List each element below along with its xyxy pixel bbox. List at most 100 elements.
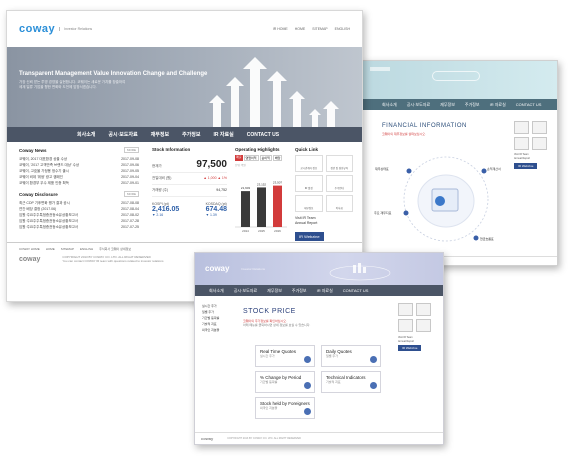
nav-item[interactable]: 회사소개 bbox=[77, 132, 96, 138]
card-subtitle: 기술적 지표 bbox=[326, 380, 341, 384]
nav-item[interactable]: 공시·보도자료 bbox=[108, 132, 138, 138]
annual-report-label[interactable]: Annual Report bbox=[514, 157, 530, 160]
disclosure-row[interactable]: 임원·주요주주특정증권등소유상황보고서 2017-07-25 bbox=[19, 224, 139, 230]
disclosure-row[interactable]: 임원·주요주주특정증권등소유상황보고서 2017-08-02 bbox=[19, 212, 139, 218]
op-tab[interactable]: 매출 bbox=[235, 155, 243, 161]
side-menu-item[interactable]: 기간별 등락률 bbox=[202, 316, 220, 320]
nav-item[interactable]: CONTACT US bbox=[246, 131, 280, 138]
nav-item[interactable]: IR 자료실 bbox=[213, 132, 234, 138]
visit-ir-label[interactable]: Visit IR Team bbox=[514, 153, 529, 156]
quick-link-item[interactable]: 주주안내 bbox=[325, 175, 353, 192]
side-menu-item[interactable]: 실시간 주가 bbox=[202, 304, 217, 308]
go-arrow-icon bbox=[370, 382, 377, 389]
card-title: Daily Quotes bbox=[326, 349, 352, 354]
disclosure-row[interactable]: 연간 배당 결정 (2017.06) 2017-08-04 bbox=[19, 206, 139, 212]
quick-link-item[interactable]: 공시관계자 정보 bbox=[295, 155, 323, 172]
page-description: 코웨이의 주가정보를 확인하십시오. bbox=[243, 319, 287, 323]
hero-banner: Transparent Management Value Innovation … bbox=[7, 47, 362, 127]
op-bar bbox=[257, 187, 266, 227]
quick-box[interactable] bbox=[514, 137, 529, 150]
news-row[interactable]: 코웨이, 고효율 가정용 정수기 출시 2017-09-05 bbox=[19, 168, 139, 174]
nav-item[interactable]: 재무정보 bbox=[440, 101, 455, 107]
hub-item[interactable]: 손익계산서 bbox=[487, 167, 501, 171]
nav-item[interactable]: 회사소개 bbox=[382, 101, 397, 107]
footer-link[interactable]: 주식회사 코웨이 상세정보 bbox=[99, 247, 132, 251]
webzine-button[interactable]: IR Webzine bbox=[398, 345, 422, 351]
news-row[interactable]: 코웨이, '2017 고객만족 브랜드 대상' 수상 2017-09-06 bbox=[19, 162, 139, 168]
annual-report-label[interactable]: Annual Report bbox=[295, 221, 318, 225]
footer-link[interactable]: HOME bbox=[45, 247, 55, 251]
quick-box[interactable] bbox=[398, 319, 413, 332]
more-button[interactable]: MORE bbox=[124, 147, 139, 153]
hub-item[interactable]: 주요 재무지표 bbox=[374, 211, 392, 215]
news-row[interactable]: 코웨이 환경부 우수 제품 인증 획득 2017-09-01 bbox=[19, 180, 139, 186]
footer-copyright: COPYRIGHT 2013 BY COWAY CO. LTD. ALL RIG… bbox=[227, 437, 301, 440]
stock-card[interactable]: % Change by Period 기간별 등락률 bbox=[255, 371, 315, 393]
disclosure-row[interactable]: 임원·주요주주특정증권등소유상황보고서 2017-07-28 bbox=[19, 218, 139, 224]
nav-item[interactable]: 공시·보도자료 bbox=[233, 287, 258, 293]
news-date: 2017-09-04 bbox=[121, 175, 139, 179]
side-menu-item[interactable]: 기술적 지표 bbox=[202, 322, 217, 326]
quick-link-item[interactable]: 이사회 bbox=[325, 195, 353, 212]
stock-card[interactable]: Real Time Quotes 실시간 주가 bbox=[255, 345, 315, 367]
coway-logo[interactable]: coway bbox=[205, 264, 230, 273]
quick-link-item[interactable]: 재무정보 bbox=[295, 195, 323, 212]
footer-link[interactable]: ENGLISH bbox=[79, 247, 94, 251]
webzine-button[interactable]: IR Webzine bbox=[295, 232, 324, 241]
nav-item[interactable]: 공시·보도자료 bbox=[406, 101, 431, 107]
stock-card[interactable]: Stock held by Foreigners 외국인 지분율 bbox=[255, 397, 315, 419]
top-link[interactable]: SITEMAP bbox=[312, 27, 328, 31]
coway-logo[interactable]: coway bbox=[19, 23, 56, 35]
footer-link[interactable]: SITEMAP bbox=[60, 247, 74, 251]
annual-report-label[interactable]: Annual Report bbox=[398, 340, 414, 343]
footer-link[interactable]: COWAY HOME bbox=[19, 247, 40, 251]
news-row[interactable]: 코웨이 비데 '위생' 광고 캠페인 2017-09-04 bbox=[19, 174, 139, 180]
nav-item[interactable]: 재무정보 bbox=[150, 132, 170, 138]
webzine-button[interactable]: IR Webzine bbox=[514, 163, 538, 169]
hub-node-dot bbox=[406, 168, 412, 174]
nav-item[interactable]: 주가정보 bbox=[182, 132, 201, 138]
hub-item[interactable]: 재무상태표 bbox=[375, 167, 389, 171]
more-button[interactable]: MORE bbox=[124, 191, 139, 197]
op-bar bbox=[273, 185, 282, 227]
side-menu-item[interactable]: 외국인 지분율 bbox=[202, 328, 220, 332]
nav-item[interactable]: IR 자료실 bbox=[489, 101, 506, 107]
quick-box[interactable] bbox=[398, 303, 413, 316]
op-tab[interactable]: 순이익 bbox=[259, 155, 272, 161]
side-menu-item[interactable]: 일별 주가 bbox=[202, 310, 214, 314]
disclosure-row[interactable]: 최근 CDP 기후변화 평가 결과 공시 2017-08-08 bbox=[19, 200, 139, 206]
visit-ir-label[interactable]: Visit IR Team bbox=[398, 336, 413, 339]
nav-item[interactable]: CONTACT US bbox=[342, 288, 369, 293]
quick-box[interactable] bbox=[532, 121, 547, 134]
hub-node-dot bbox=[481, 168, 487, 174]
logo-subtitle: Investor Relations bbox=[241, 267, 266, 271]
quick-link-item[interactable]: IR 일정 bbox=[295, 175, 323, 192]
stock-card[interactable]: Daily Quotes 일별 주가 bbox=[321, 345, 381, 367]
quick-box[interactable] bbox=[532, 137, 547, 150]
news-date: 2017-09-08 bbox=[121, 157, 139, 161]
news-row[interactable]: 코웨이, 2017 대표환경 상을 수상 2017-09-08 bbox=[19, 156, 139, 162]
nav-item[interactable]: 주가정보 bbox=[291, 287, 307, 293]
top-link[interactable]: ENGLISH bbox=[334, 27, 350, 31]
top-link[interactable]: HOME bbox=[294, 27, 306, 31]
hub-item[interactable]: 현금흐름표 bbox=[480, 237, 494, 241]
quick-link-item[interactable]: 정관 및 경영규칙 bbox=[325, 155, 353, 172]
nav-item[interactable]: 주가정보 bbox=[464, 101, 480, 107]
arrow-shape bbox=[323, 101, 339, 127]
stock-card[interactable]: Technical Indicators 기술적 지표 bbox=[321, 371, 381, 393]
quick-box[interactable] bbox=[416, 303, 431, 316]
header-banner bbox=[362, 61, 557, 99]
quick-box[interactable] bbox=[514, 121, 529, 134]
op-tab[interactable]: 영업이익 bbox=[243, 155, 259, 161]
nav-item[interactable]: 회사소개 bbox=[209, 287, 224, 293]
nav-item[interactable]: CONTACT US bbox=[515, 102, 542, 107]
logo-subtitle: Investor Relations bbox=[59, 27, 92, 31]
disclosure-date: 2017-08-04 bbox=[121, 207, 139, 211]
top-link[interactable]: IR HOME bbox=[272, 27, 288, 31]
op-tab[interactable]: 배당 bbox=[272, 155, 283, 161]
quick-box[interactable] bbox=[416, 319, 431, 332]
nav-item[interactable]: IR 자료실 bbox=[316, 287, 333, 293]
nav-item[interactable]: 재무정보 bbox=[267, 287, 282, 293]
visit-ir-label[interactable]: Visit IR Team bbox=[295, 216, 316, 220]
news-text: 코웨이 비데 '위생' 광고 캠페인 bbox=[19, 175, 63, 179]
